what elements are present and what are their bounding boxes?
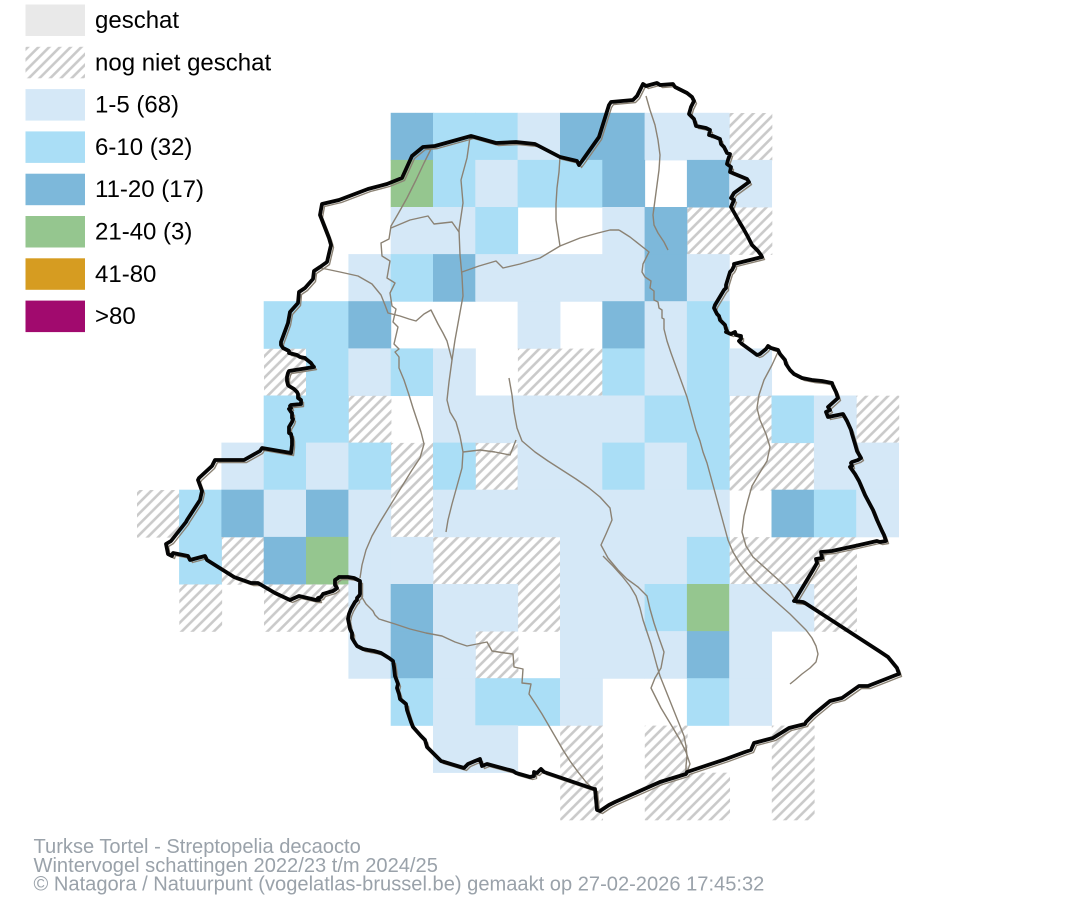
svg-text:11-20 (17): 11-20 (17) (95, 176, 204, 203)
svg-text:41-80: 41-80 (95, 261, 156, 288)
svg-text:© Natagora / Natuurpunt (vogel: © Natagora / Natuurpunt (vogelatlas-brus… (34, 873, 765, 895)
svg-text:nog niet geschat: nog niet geschat (95, 49, 271, 76)
svg-text:geschat: geschat (95, 7, 179, 34)
svg-text:Turkse Tortel - Streptopelia d: Turkse Tortel - Streptopelia decaocto (34, 836, 361, 858)
svg-text:Wintervogel schattingen 2022/2: Wintervogel schattingen 2022/23 t/m 2024… (34, 855, 438, 877)
svg-text:6-10 (32): 6-10 (32) (95, 134, 192, 161)
svg-text:>80: >80 (95, 303, 136, 330)
svg-text:1-5 (68): 1-5 (68) (95, 92, 179, 119)
svg-text:21-40 (3): 21-40 (3) (95, 219, 192, 246)
